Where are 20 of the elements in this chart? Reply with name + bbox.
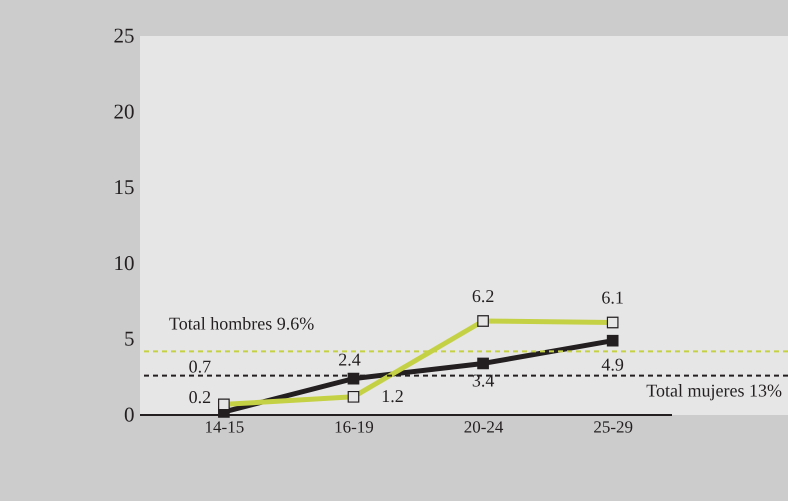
data-label: 1.2: [381, 386, 404, 406]
y-tick-label: 20: [114, 99, 134, 124]
ref-line-label: Total mujeres 13%: [646, 380, 782, 401]
x-tick-label: 14-15: [204, 418, 244, 436]
y-tick-label: 5: [124, 326, 134, 351]
x-tick-label: 20-24: [464, 418, 504, 436]
data-label: 6.2: [472, 286, 494, 306]
x-tick-label: 16-19: [334, 418, 374, 436]
y-tick-label: 15: [114, 175, 134, 200]
data-label: 4.9: [601, 354, 624, 375]
y-tick-label: 25: [114, 24, 134, 48]
y-tick-label: 10: [114, 250, 134, 275]
ref-line-label: Total hombres 9.6%: [169, 313, 314, 334]
x-tick-label: 25-29: [593, 418, 634, 436]
y-tick-label: 0: [124, 402, 134, 426]
data-label: 3.4: [472, 370, 494, 390]
data-label: 0.7: [188, 356, 212, 376]
data-label: 2.4: [338, 350, 361, 370]
data-label: 6.1: [601, 288, 624, 308]
data-label: 0.2: [188, 386, 212, 407]
